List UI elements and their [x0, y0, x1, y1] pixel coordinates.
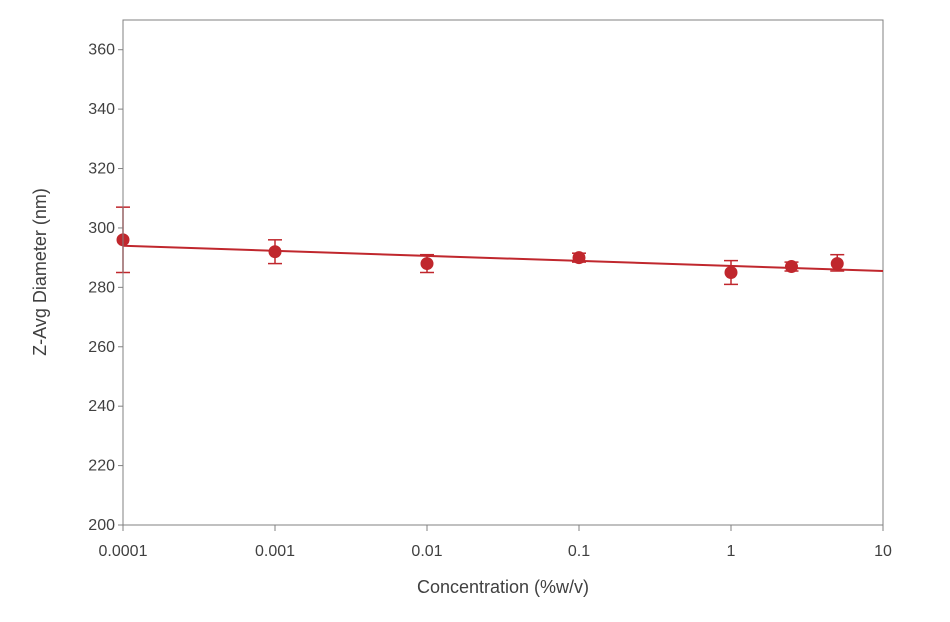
axes [122, 20, 883, 526]
data-point [784, 260, 798, 274]
data-point [830, 257, 844, 271]
plot-area [122, 19, 884, 526]
x-tick-label: 0.1 [568, 543, 590, 560]
y-tick-label: 280 [88, 279, 115, 296]
x-ticks: 0.0001 0.001 0.01 0.1 1 10 [99, 525, 892, 560]
data-point [724, 266, 738, 279]
y-tick-label: 240 [88, 398, 115, 415]
y-ticks: 200 220 240 260 280 300 320 340 360 [88, 42, 123, 534]
data-point [268, 245, 282, 259]
x-tick-label: 0.001 [255, 543, 295, 560]
data-point [572, 251, 586, 265]
y-tick-label: 320 [88, 161, 115, 178]
y-tick-label: 260 [88, 339, 115, 356]
y-tick-label: 360 [88, 42, 115, 59]
x-axis-title: Concentration (%w/v) [417, 577, 589, 597]
trendline-layer [122, 244, 884, 273]
x-tick-label: 0.0001 [99, 543, 148, 560]
y-tick-label: 200 [88, 517, 115, 534]
y-tick-label: 300 [88, 220, 115, 237]
y-axis-title: Z-Avg Diameter (nm) [30, 188, 50, 356]
data-point [420, 257, 434, 271]
y-tick-label: 340 [88, 101, 115, 118]
x-tick-label: 1 [727, 543, 736, 560]
trendline [122, 244, 884, 273]
y-tick-label: 220 [88, 458, 115, 475]
x-tick-label: 0.01 [411, 543, 442, 560]
x-tick-label: 10 [874, 543, 892, 560]
